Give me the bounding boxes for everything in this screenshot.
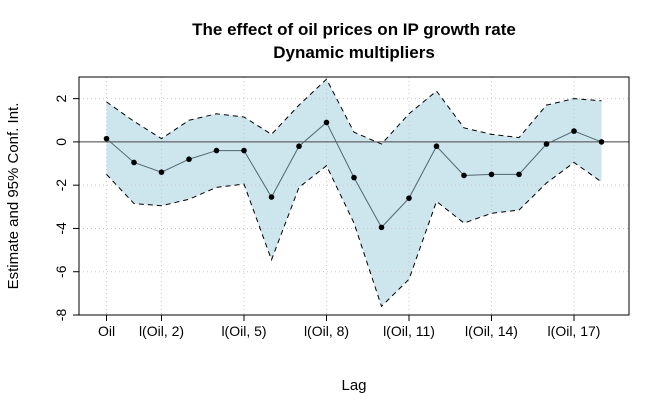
x-axis-label: Lag bbox=[341, 377, 366, 394]
x-tick-label: l(Oil, 2) bbox=[139, 323, 184, 339]
plot-area: -8 -6 -4 -2 0 2 Oil l(Oil, 2) l(Oil, 5) l(Oil, 8)… bbox=[53, 76, 630, 339]
x-tick-label: l(Oil, 11) bbox=[383, 323, 435, 339]
estimate-point bbox=[323, 119, 330, 126]
x-tick-label: l(Oil, 8) bbox=[304, 323, 349, 339]
estimate-point bbox=[488, 171, 495, 178]
estimate-point bbox=[571, 128, 577, 134]
estimate-point bbox=[241, 147, 247, 154]
chart-subtitle: Dynamic multipliers bbox=[273, 43, 435, 62]
y-tick-label: 2 bbox=[53, 95, 69, 103]
estimate-point bbox=[516, 171, 522, 178]
estimate-point bbox=[131, 159, 137, 166]
y-tick-label: -6 bbox=[53, 265, 69, 278]
estimate-point bbox=[406, 195, 412, 201]
estimate-point bbox=[461, 172, 467, 179]
estimate-point bbox=[598, 139, 605, 145]
estimate-point bbox=[296, 143, 302, 150]
estimate-point bbox=[103, 135, 110, 142]
estimate-point bbox=[543, 141, 550, 147]
y-axis-label: Estimate and 95% Conf. Int. bbox=[5, 103, 22, 290]
confidence-band bbox=[106, 79, 602, 307]
estimate-point bbox=[213, 147, 220, 154]
estimate-point bbox=[158, 169, 165, 175]
estimate-point bbox=[351, 174, 357, 181]
estimate-point bbox=[268, 194, 275, 200]
plot-frame bbox=[78, 76, 630, 316]
estimate-point bbox=[433, 143, 440, 150]
upper-bound-line bbox=[106, 78, 602, 145]
estimate-point bbox=[186, 156, 192, 163]
x-tick-label: Oil bbox=[98, 323, 115, 339]
y-tick-label: -2 bbox=[53, 179, 69, 192]
estimate-point bbox=[378, 224, 385, 231]
lower-bound-line bbox=[106, 161, 602, 308]
x-tick-label: l(Oil, 17) bbox=[548, 323, 601, 339]
y-tick-label: -4 bbox=[53, 222, 69, 235]
x-tick-label: l(Oil, 5) bbox=[221, 323, 266, 339]
y-tick-label: -8 bbox=[53, 309, 69, 322]
chart-title: The effect of oil prices on IP growth ra… bbox=[192, 20, 516, 39]
x-tick-label: l(Oil, 14) bbox=[465, 323, 518, 339]
y-tick-label: 0 bbox=[53, 138, 69, 146]
